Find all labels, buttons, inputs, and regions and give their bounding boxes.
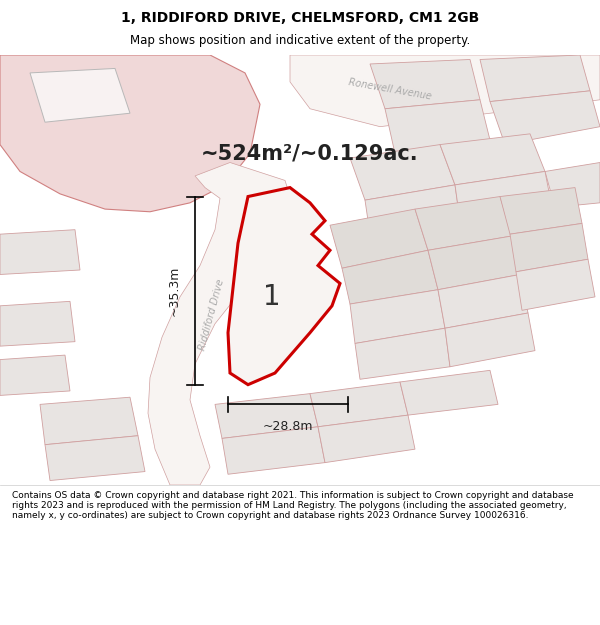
Polygon shape — [428, 236, 520, 290]
Polygon shape — [545, 162, 600, 208]
Text: 1: 1 — [263, 283, 281, 311]
Polygon shape — [510, 223, 588, 272]
Polygon shape — [445, 313, 535, 367]
Polygon shape — [415, 196, 512, 250]
Polygon shape — [0, 301, 75, 346]
Polygon shape — [148, 162, 295, 485]
Polygon shape — [310, 382, 408, 427]
Text: Riddiford Drive: Riddiford Drive — [197, 278, 226, 352]
Polygon shape — [342, 250, 438, 304]
Polygon shape — [350, 290, 445, 344]
Polygon shape — [330, 209, 428, 268]
Polygon shape — [45, 436, 145, 481]
Polygon shape — [40, 398, 138, 445]
Polygon shape — [355, 328, 450, 379]
Polygon shape — [0, 229, 80, 274]
Polygon shape — [400, 371, 498, 415]
Polygon shape — [0, 55, 260, 212]
Polygon shape — [228, 188, 340, 384]
Polygon shape — [500, 188, 582, 234]
Polygon shape — [318, 415, 415, 462]
Polygon shape — [350, 144, 455, 200]
Text: 1, RIDDIFORD DRIVE, CHELMSFORD, CM1 2GB: 1, RIDDIFORD DRIVE, CHELMSFORD, CM1 2GB — [121, 11, 479, 25]
Polygon shape — [365, 185, 460, 234]
Polygon shape — [30, 68, 130, 122]
Polygon shape — [215, 394, 318, 438]
Text: ~35.3m: ~35.3m — [168, 266, 181, 316]
Polygon shape — [0, 355, 70, 396]
Polygon shape — [516, 259, 595, 310]
Text: ~28.8m: ~28.8m — [263, 421, 313, 434]
Polygon shape — [222, 427, 325, 474]
Text: ~524m²/~0.129ac.: ~524m²/~0.129ac. — [201, 144, 419, 164]
Text: Ronewell Avenue: Ronewell Avenue — [348, 77, 432, 101]
Polygon shape — [440, 134, 545, 185]
Polygon shape — [438, 274, 528, 328]
Text: Map shows position and indicative extent of the property.: Map shows position and indicative extent… — [130, 34, 470, 47]
Polygon shape — [385, 100, 490, 154]
Polygon shape — [490, 91, 600, 144]
Polygon shape — [370, 59, 480, 109]
Polygon shape — [455, 171, 552, 221]
Text: Contains OS data © Crown copyright and database right 2021. This information is : Contains OS data © Crown copyright and d… — [12, 491, 574, 521]
Polygon shape — [480, 55, 590, 102]
Polygon shape — [290, 55, 600, 127]
